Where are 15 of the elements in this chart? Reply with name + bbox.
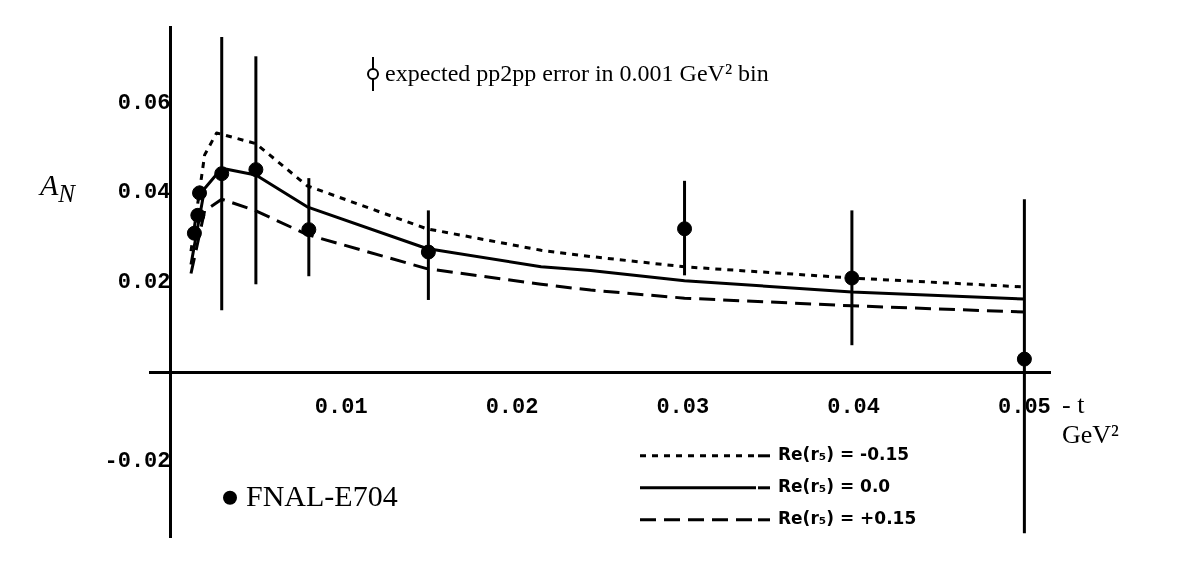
y-tick-label: 0.02 bbox=[117, 270, 171, 296]
y-tick-label: 0.06 bbox=[117, 90, 171, 116]
y-tick-label: -0.02 bbox=[104, 449, 171, 475]
x-tick-label: 0.03 bbox=[656, 394, 710, 420]
legend-label: Re(r₅) = +0.15 bbox=[778, 508, 917, 529]
y-tick-label: 0.04 bbox=[117, 180, 171, 206]
x-tick-label: 0.02 bbox=[485, 394, 539, 420]
legend-label: Re(r₅) = -0.15 bbox=[778, 444, 910, 465]
x-axis-title: - t GeV² bbox=[1062, 390, 1120, 450]
legend-label: Re(r₅) = 0.0 bbox=[778, 476, 891, 497]
y-axis-title: A$_{N}$ bbox=[40, 168, 76, 208]
x-tick-label: 0.04 bbox=[827, 394, 881, 420]
annotation: expected pp2pp error in 0.001 GeV² bin bbox=[385, 60, 769, 87]
legend-label: FNAL-E704 bbox=[246, 478, 398, 512]
x-tick-label: 0.01 bbox=[314, 394, 368, 420]
